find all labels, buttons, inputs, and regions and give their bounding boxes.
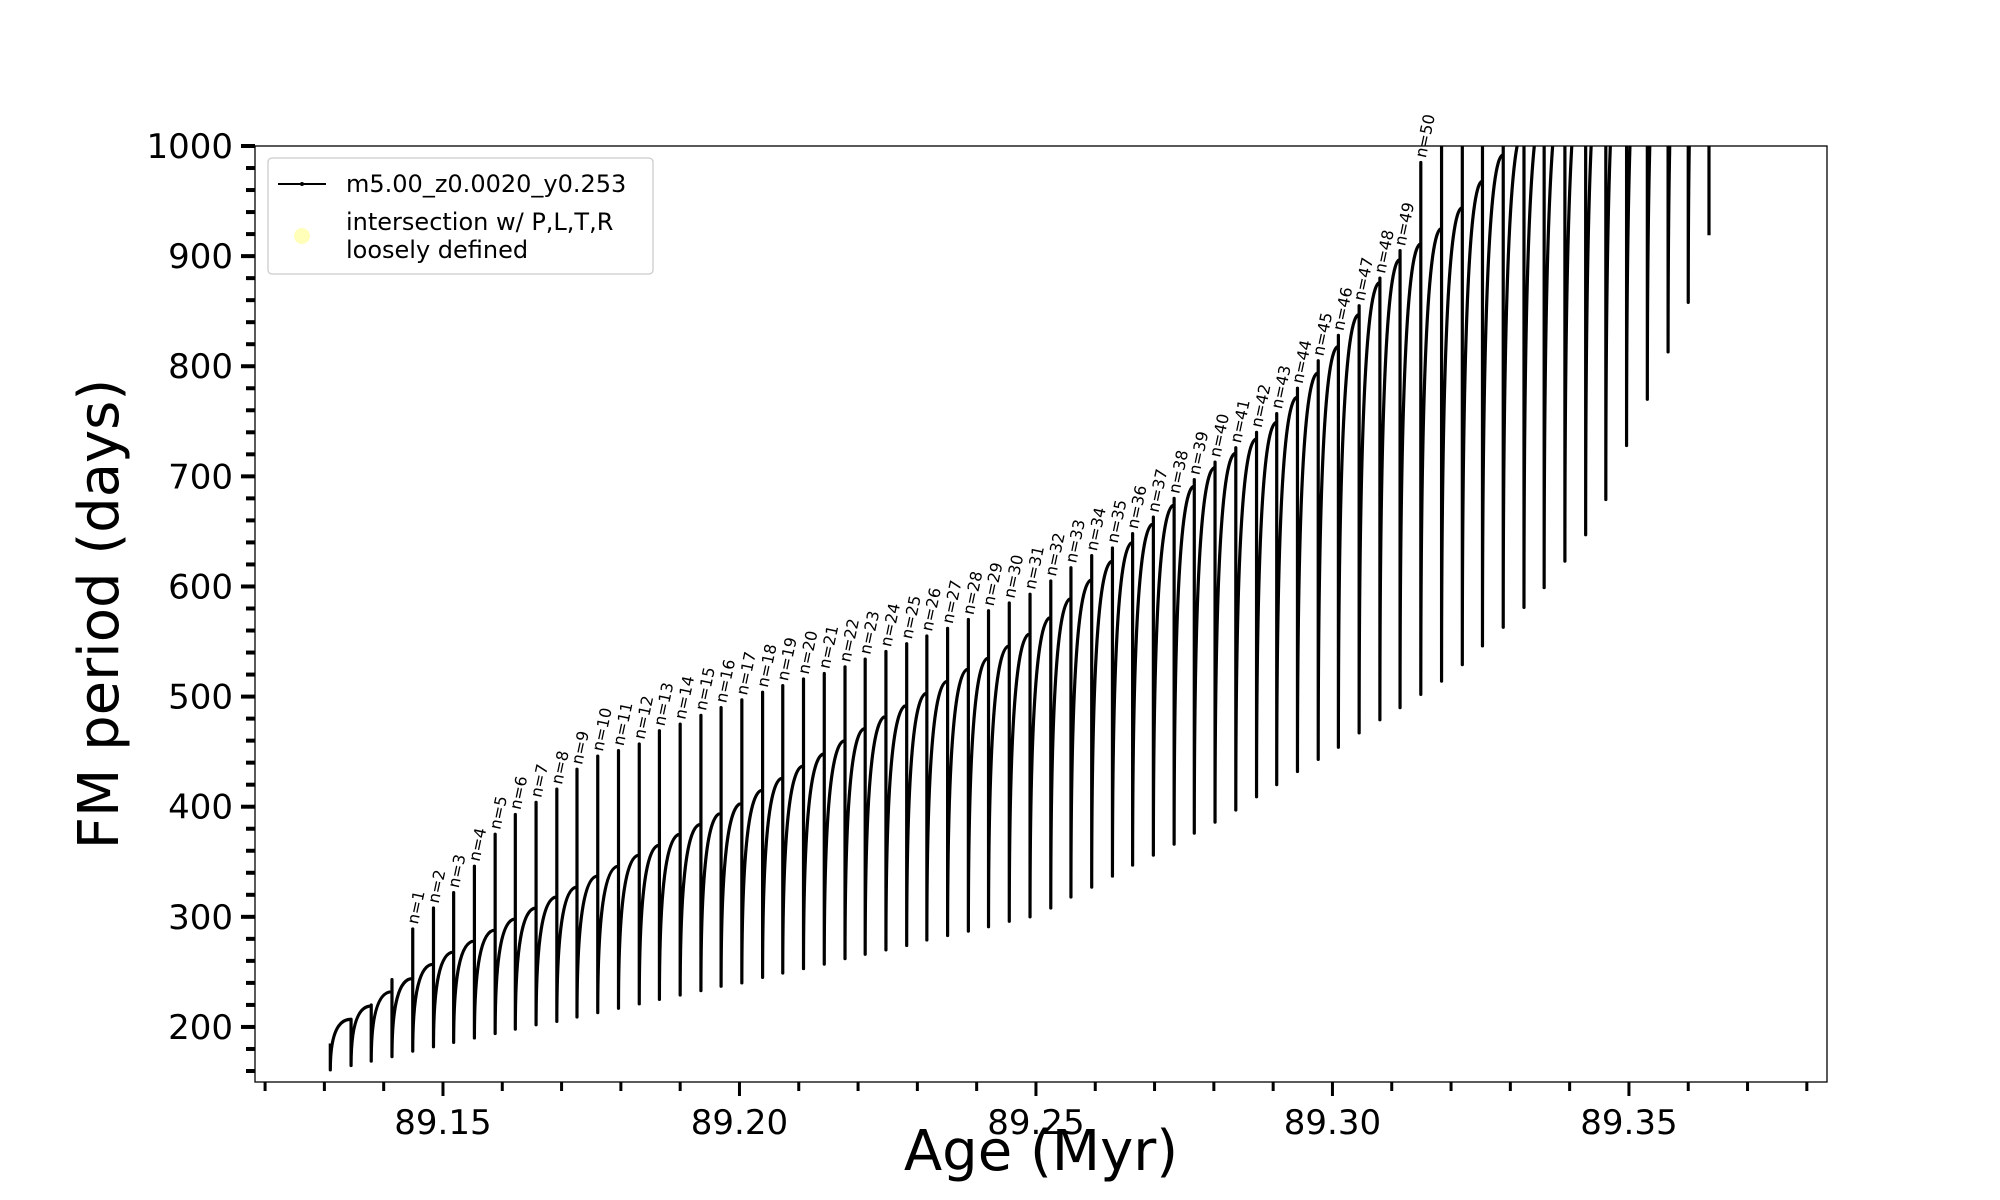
x-tick-label: 89.35: [1580, 1103, 1677, 1143]
x-tick-label: 89.25: [987, 1103, 1084, 1143]
annotation: n=4: [465, 826, 491, 863]
legend-label-line: intersection w/ P,L,T,R: [346, 208, 613, 236]
y-tick-label: 1000: [146, 127, 233, 167]
y-tick-label: 600: [168, 567, 233, 607]
legend-label-line: m5.00_z0.0020_y0.253: [346, 170, 626, 198]
y-tick-label: 900: [168, 237, 233, 277]
annotation: n=49: [1390, 201, 1418, 248]
y-tick-label: 400: [168, 788, 233, 828]
y-tick-label: 200: [168, 1008, 233, 1048]
plot-area: [328, 146, 1711, 1072]
plot-frame: [254, 145, 1828, 1083]
legend-label: intersection w/ P,L,T,R loosely defined: [346, 208, 613, 264]
y-tick-label: 500: [168, 678, 233, 718]
legend-label-line: loosely defined: [346, 236, 528, 264]
y-tick-label: 800: [168, 347, 233, 387]
legend-label: m5.00_z0.0020_y0.253: [346, 170, 626, 198]
y-tick-label: 700: [168, 457, 233, 497]
data-line: [328, 146, 1711, 1072]
x-tick-label: 89.30: [1284, 1103, 1381, 1143]
legend-marker: [300, 182, 304, 186]
y-tick-label: 300: [168, 898, 233, 938]
legend-marker: [294, 228, 310, 244]
annotation: n=50: [1411, 112, 1439, 159]
y-axis-label: FM period (days): [67, 379, 132, 849]
x-axis-label: Age (Myr): [904, 1119, 1178, 1184]
legend-box: [267, 157, 654, 275]
x-tick-label: 89.20: [691, 1103, 788, 1143]
x-tick-label: 89.15: [394, 1103, 491, 1143]
